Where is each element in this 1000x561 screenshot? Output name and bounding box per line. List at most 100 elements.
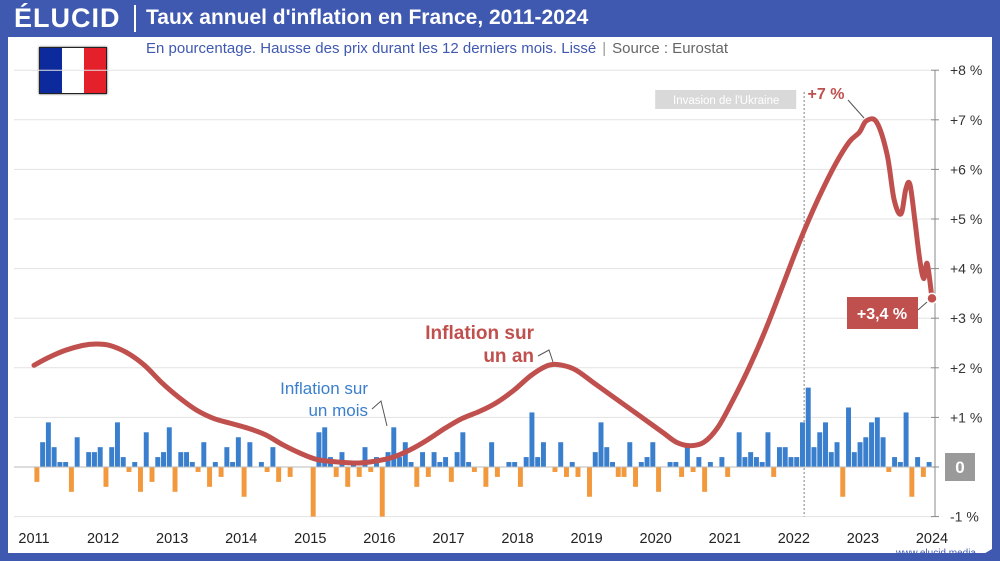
x-tick-label: 2021 <box>709 531 741 547</box>
monthly-bar <box>587 467 592 497</box>
x-tick-label: 2012 <box>87 531 119 547</box>
x-tick-label: 2018 <box>501 531 533 547</box>
last-value-badge <box>847 297 918 329</box>
monthly-bar <box>443 457 449 467</box>
monthly-bar <box>563 467 569 477</box>
monthly-bar <box>719 457 725 467</box>
monthly-bar <box>759 462 765 467</box>
monthly-bar <box>397 457 403 467</box>
y-tick-label: +7 % <box>950 112 982 128</box>
footer-url[interactable]: www.elucid.media <box>895 548 976 559</box>
monthly-bar <box>903 412 909 467</box>
monthly-bar <box>264 467 270 472</box>
x-tick-label: 2019 <box>570 531 602 547</box>
monthly-bar <box>241 467 247 497</box>
header-bar: ÉLUCID Taux annuel d'inflation en France… <box>0 0 1000 37</box>
monthly-bar <box>707 462 713 467</box>
monthly-bar <box>97 447 103 467</box>
monthly-bar <box>91 452 97 467</box>
monthly-bar <box>742 457 748 467</box>
monthly-bar <box>40 442 46 467</box>
monthly-bar <box>454 452 460 467</box>
monthly-bar <box>552 467 558 472</box>
monthly-bar <box>615 467 621 477</box>
y-tick-label: -1 % <box>950 509 979 525</box>
annual-series-label: un an <box>483 346 534 367</box>
monthly-bar <box>45 422 51 467</box>
y-tick-label: +6 % <box>950 161 982 177</box>
monthly-bar <box>63 462 69 467</box>
monthly-bar <box>673 462 679 467</box>
peak-label: +7 % <box>808 86 845 103</box>
monthly-bar <box>794 457 800 467</box>
last-value-leader-line <box>917 301 928 311</box>
monthly-bar <box>143 432 149 467</box>
monthly-bar <box>811 447 817 467</box>
monthly-bar <box>834 442 840 467</box>
monthly-bar <box>126 467 132 472</box>
monthly-bar <box>414 467 420 487</box>
monthly-bar <box>86 452 92 467</box>
monthly-bar <box>437 462 443 467</box>
monthly-bar <box>846 407 852 467</box>
monthly-bar <box>270 447 276 467</box>
monthly-bar <box>523 457 529 467</box>
monthly-bar <box>466 462 472 467</box>
source-text: Source : Eurostat <box>612 40 729 57</box>
x-tick-label: 2014 <box>225 531 257 547</box>
monthly-bar <box>132 462 138 467</box>
monthly-bar <box>420 452 426 467</box>
y-tick-label: +8 % <box>950 62 982 78</box>
monthly-bar <box>379 467 385 517</box>
monthly-bar <box>408 462 414 467</box>
monthly-bar <box>535 457 541 467</box>
x-tick-label: 2024 <box>916 531 948 547</box>
annual-series-label: Inflation sur <box>425 323 534 344</box>
monthly-bar <box>258 462 264 467</box>
monthly-bar <box>494 467 500 477</box>
monthly-bar <box>684 447 690 467</box>
ukraine-label: Invasion de l'Ukraine <box>673 95 779 107</box>
monthly-bar <box>592 452 598 467</box>
monthly-bar <box>782 447 788 467</box>
monthly-bar <box>823 422 828 467</box>
monthly-bar <box>74 437 80 467</box>
monthly-bar <box>178 452 184 467</box>
monthly-bar <box>201 442 207 467</box>
monthly-bar <box>276 467 282 482</box>
brand-logo: ÉLUCID <box>14 3 121 33</box>
monthly-bar <box>287 467 293 477</box>
monthly-bar <box>529 412 535 467</box>
monthly-bar <box>638 462 644 467</box>
monthly-bar <box>748 452 754 467</box>
subtitle-separator: | <box>602 40 607 57</box>
monthly-bar <box>920 467 926 477</box>
monthly-bar <box>874 417 880 467</box>
monthly-bar <box>184 452 190 467</box>
monthly-bar <box>926 462 932 467</box>
monthly-bar <box>800 422 805 467</box>
monthly-bar <box>235 437 241 467</box>
monthly-bar <box>558 442 564 467</box>
monthly-bar <box>68 467 74 492</box>
footer-triangle-icon <box>972 549 992 561</box>
monthly-bar <box>114 422 120 467</box>
monthly-bar <box>207 467 213 487</box>
y-tick-label: +4 % <box>950 261 982 277</box>
y-tick-label: 0 <box>955 458 964 477</box>
monthly-bar <box>753 457 759 467</box>
monthly-bar <box>483 467 489 487</box>
monthly-bar <box>598 422 604 467</box>
monthly-bar <box>897 462 903 467</box>
monthly-bar <box>138 467 143 492</box>
monthly-bar <box>316 432 322 467</box>
monthly-bar <box>650 442 656 467</box>
monthly-bar <box>460 432 466 467</box>
annual-leader-line <box>537 349 554 363</box>
y-tick-label: +3 % <box>950 310 982 326</box>
monthly-bar <box>339 452 345 467</box>
monthly-bar <box>840 467 846 497</box>
monthly-series-label: un mois <box>308 401 368 420</box>
y-tick-label: +1 % <box>950 409 982 425</box>
